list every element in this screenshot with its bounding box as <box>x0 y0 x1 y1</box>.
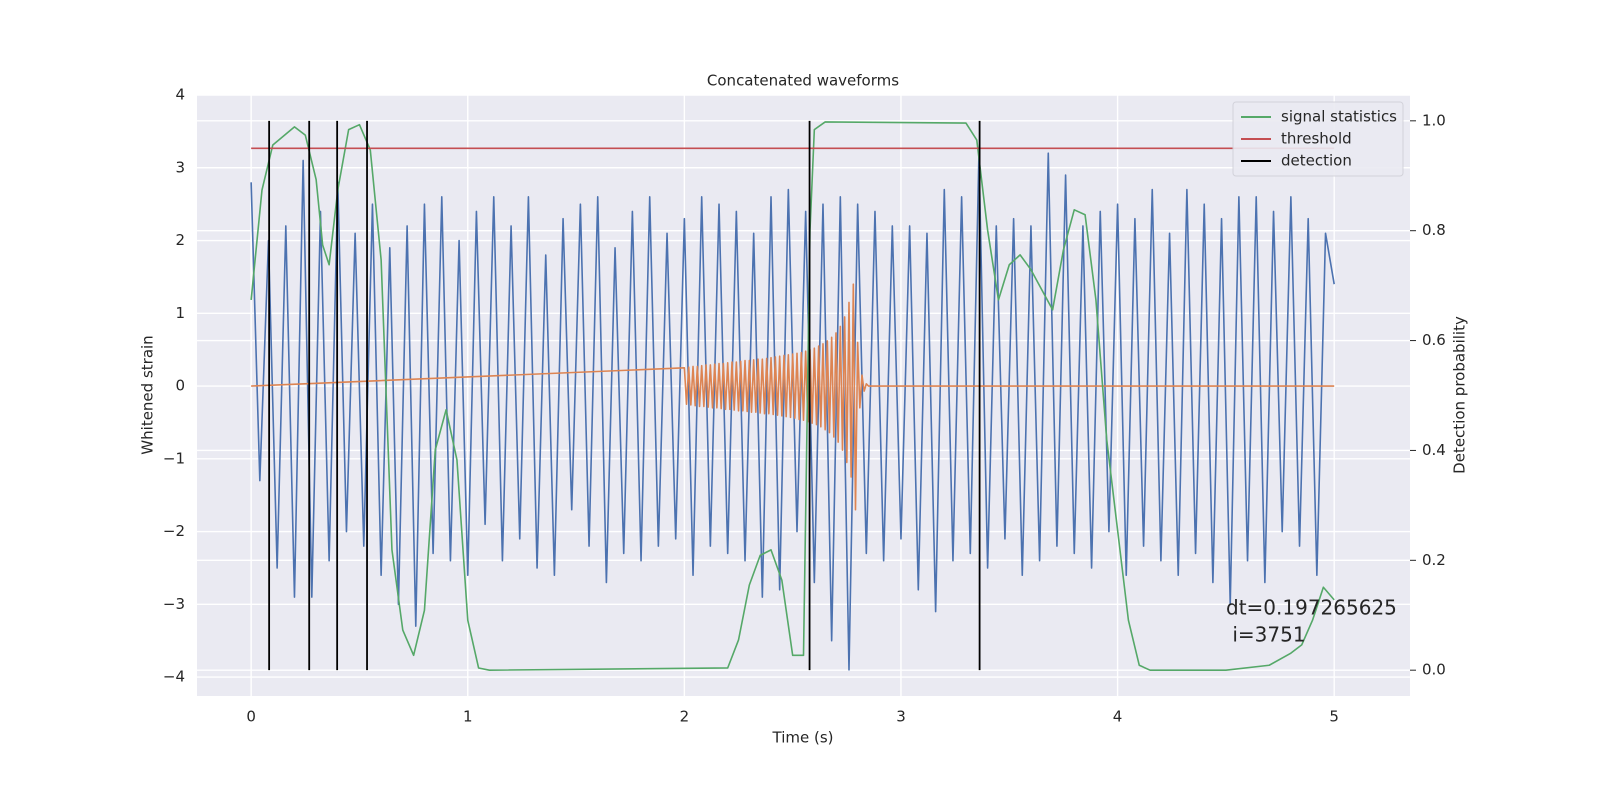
y2-tick-label: 1.0 <box>1422 111 1446 129</box>
legend-label: signal statistics <box>1281 108 1397 126</box>
x-tick-label: 2 <box>680 708 690 726</box>
y2-tick-label: 0.6 <box>1422 331 1446 349</box>
legend-label: detection <box>1281 152 1352 170</box>
x-axis-label: Time (s) <box>772 729 834 747</box>
x-tick-label: 1 <box>463 708 473 726</box>
y-tick-label: −3 <box>163 595 185 613</box>
annotation: dt=0.197265625 <box>1226 596 1397 620</box>
legend-box <box>1232 101 1404 177</box>
chart-title: Concatenated waveforms <box>707 72 899 90</box>
x-tick-label: 5 <box>1329 708 1339 726</box>
y-tick-label: 1 <box>175 304 185 322</box>
legend-label: threshold <box>1281 130 1352 148</box>
y-axis-label: Whitened strain <box>139 335 157 454</box>
series-line <box>251 283 1335 511</box>
y-tick-label: 4 <box>175 86 185 104</box>
x-tick-label: 4 <box>1113 708 1123 726</box>
y2-tick-label: 0.4 <box>1422 441 1446 459</box>
x-tick-label: 0 <box>246 708 256 726</box>
series-line <box>250 121 1335 671</box>
y-tick-label: −1 <box>163 449 185 467</box>
x-tick-label: 3 <box>896 708 906 726</box>
y-tick-label: 2 <box>175 231 185 249</box>
y-tick-label: −2 <box>163 522 185 540</box>
y2-tick-label: 0.0 <box>1422 661 1446 679</box>
y-tick-label: −4 <box>163 668 185 686</box>
annotation: i=3751 <box>1226 623 1306 647</box>
y2-tick-label: 0.8 <box>1422 221 1446 239</box>
y2-tick-label: 0.2 <box>1422 551 1446 569</box>
y-tick-label: 0 <box>175 377 185 395</box>
y-tick-label: 3 <box>175 158 185 176</box>
y2-axis-label: Detection probability <box>1451 316 1469 474</box>
